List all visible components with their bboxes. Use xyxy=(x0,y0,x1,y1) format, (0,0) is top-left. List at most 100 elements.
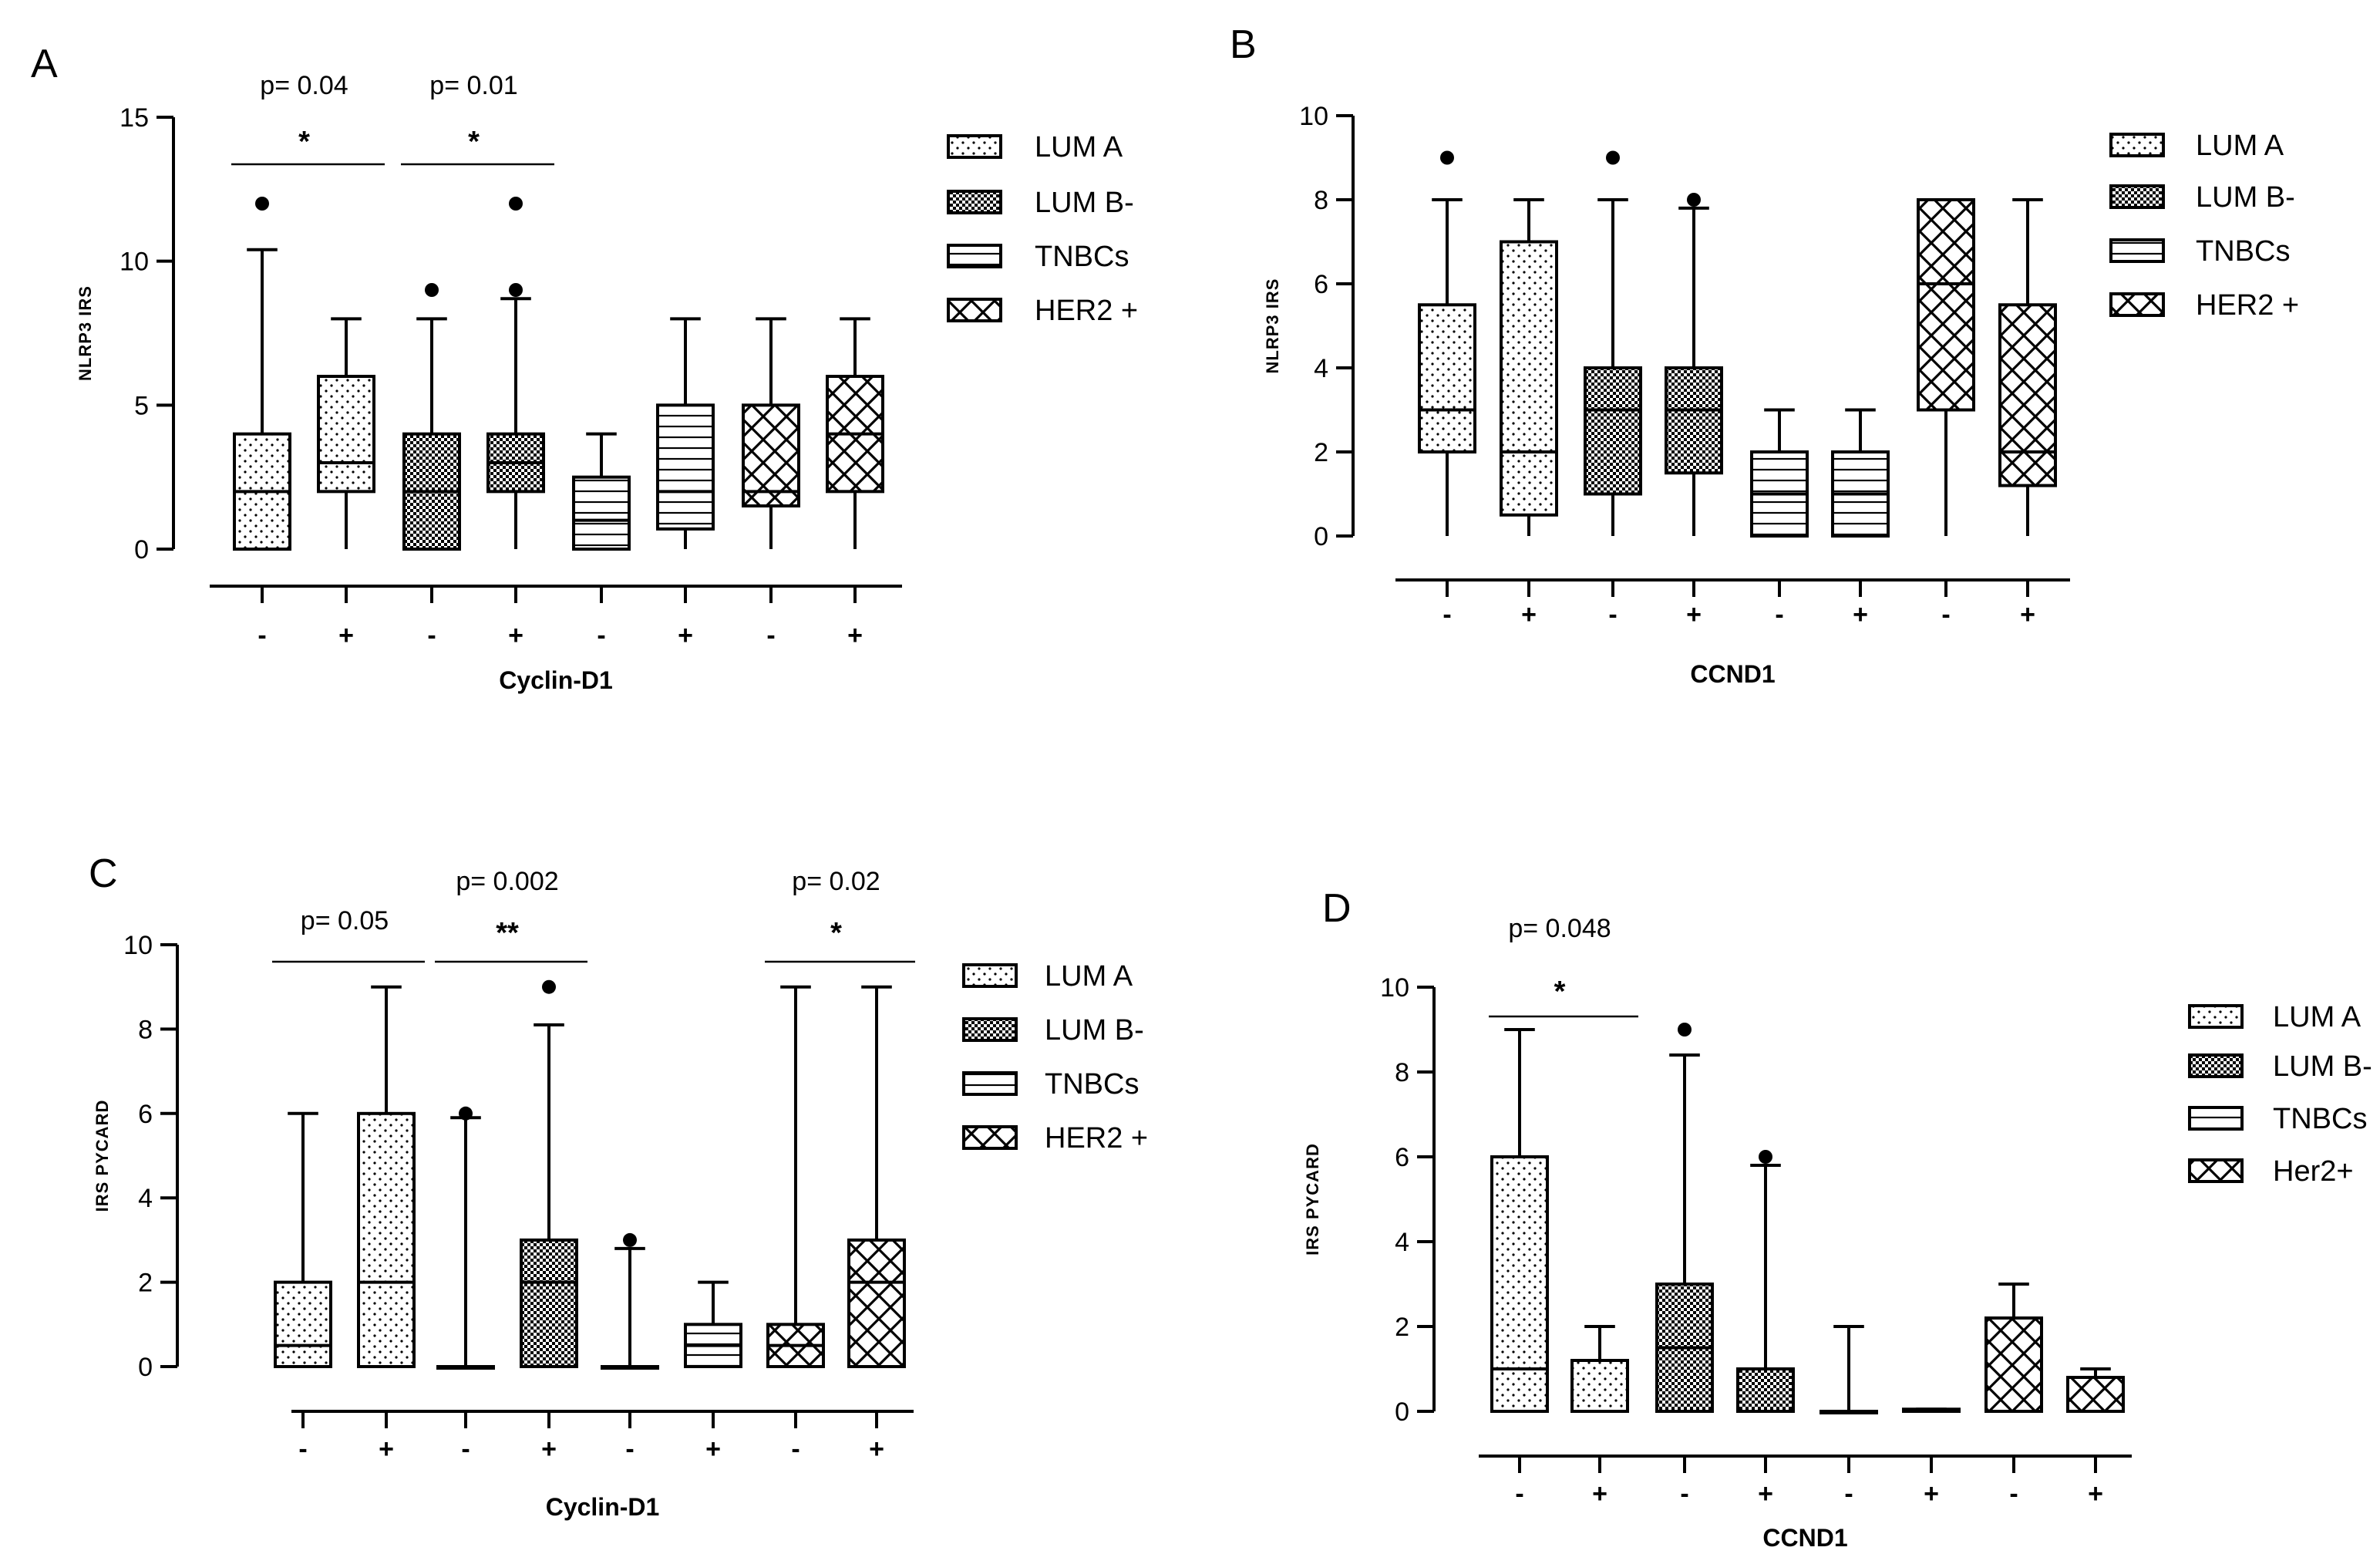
panel-c-x-tick-label: - xyxy=(298,1434,307,1464)
panel-a-outlier xyxy=(509,283,523,297)
panel-c-box-body xyxy=(847,1238,906,1369)
panel-d-legend-label: LUM A xyxy=(2273,1001,2361,1033)
panel-b-box xyxy=(1665,193,1723,536)
panel-c-box xyxy=(520,979,578,1369)
panel-a-p-value: p= 0.04 xyxy=(260,71,348,100)
panel-d-y-tick-label: 0 xyxy=(1395,1397,1409,1427)
panel-b-box-body xyxy=(1500,240,1558,517)
panel-b-legend-label: LUM A xyxy=(2196,130,2284,162)
panel-b-x-tick-label: + xyxy=(1521,600,1537,629)
panel-b-x-tick-label: - xyxy=(1941,600,1950,629)
panel-c-box xyxy=(766,985,825,1369)
panel-c-letter: C xyxy=(89,851,118,896)
panel-c-box xyxy=(847,985,906,1369)
panel-d-legend-swatch xyxy=(2188,1004,2244,1029)
panel-a-box xyxy=(233,197,291,551)
panel-d-legend-label: Her2+ xyxy=(2273,1155,2354,1188)
panel-b-legend-swatch xyxy=(2109,238,2165,263)
panel-c-outlier xyxy=(542,979,556,994)
panel-d-y-tick-label: 6 xyxy=(1395,1143,1409,1172)
panel-b-x-tick-label: - xyxy=(1442,600,1451,629)
panel-d-x-tick-label: + xyxy=(1758,1479,1773,1508)
panel-d-legend-label: TNBCs xyxy=(2273,1103,2367,1135)
panel-a-x-tick-label: + xyxy=(678,621,693,650)
panel-a-p-value: p= 0.01 xyxy=(429,71,517,100)
panel-b-y-tick-label: 0 xyxy=(1314,522,1328,551)
panel-d-p-value: p= 0.048 xyxy=(1508,914,1611,943)
panel-b-y-tick-label: 2 xyxy=(1314,438,1328,467)
panel-b-box xyxy=(1917,198,1975,536)
panel-d-box-body xyxy=(1984,1316,2043,1413)
panel-d-legend-swatch xyxy=(2188,1158,2244,1183)
panel-d-box-body xyxy=(1570,1359,1629,1413)
panel-a-y-tick-label: 5 xyxy=(134,391,149,420)
panel-b-x-tick-label: + xyxy=(1853,600,1868,629)
panel-c-x-tick-label: + xyxy=(541,1434,557,1464)
panel-c-y-tick-label: 4 xyxy=(138,1184,153,1213)
panel-b-legend-swatch xyxy=(2109,133,2165,157)
panel-a-x-tick-label: - xyxy=(427,621,436,650)
panel-a-legend-swatch xyxy=(947,244,1002,268)
panel-c-box-body xyxy=(357,1111,416,1369)
panel-b-legend-swatch xyxy=(2109,292,2165,317)
panel-d: D 0 2 4 6 8 10 IRS PYCARD - + - + - + - + CCND1 p= 0.048 *… xyxy=(1303,886,2372,1552)
panel-a-legend-swatch xyxy=(947,298,1002,322)
panel-a-legend-swatch xyxy=(947,190,1002,214)
panel-d-significance-stars: * xyxy=(1554,976,1566,1008)
panel-d-outlier xyxy=(1678,1023,1692,1037)
panel-c-y-tick-label: 8 xyxy=(138,1015,153,1044)
panel-c-box xyxy=(601,1232,659,1370)
panel-a-box xyxy=(402,283,461,551)
panel-d-box xyxy=(1902,1407,1961,1413)
panel-c-legend-swatch xyxy=(962,963,1018,988)
panel-b-outlier xyxy=(1440,150,1454,165)
panel-b-outlier xyxy=(1687,193,1701,207)
panel-c-legend-label: LUM B- xyxy=(1045,1014,1144,1047)
panel-b-x-tick-label: - xyxy=(1608,600,1617,629)
panel-b-box xyxy=(1998,198,2057,536)
panel-d-x-tick-label: - xyxy=(1680,1479,1688,1508)
panel-c-x-tick-label: + xyxy=(869,1434,884,1464)
panel-c-x-tick-label: + xyxy=(379,1434,394,1464)
panel-c-box-body xyxy=(274,1280,332,1368)
panel-d-letter: D xyxy=(1322,886,1352,931)
panel-d-x-tick-label: - xyxy=(2009,1479,2018,1508)
panel-b-x-tick-label: + xyxy=(1686,600,1702,629)
panel-b-box-body xyxy=(1917,198,1975,412)
panel-a-box xyxy=(572,432,631,551)
panel-c-legend: LUM A LUM B- TNBCs HER2 + xyxy=(962,960,1148,1155)
panel-b-legend-label: LUM B- xyxy=(2196,181,2295,214)
panel-b-x-tick-label: + xyxy=(2020,600,2035,629)
panel-d-box xyxy=(1570,1325,1629,1413)
panel-b-y-tick-label: 6 xyxy=(1314,270,1328,299)
panel-d-legend: LUM A LUM B- TNBCs Her2+ xyxy=(2188,1001,2372,1188)
panel-a-x-tick-label: + xyxy=(847,621,863,650)
panel-d-y-tick-label: 8 xyxy=(1395,1058,1409,1087)
panel-c-legend-swatch xyxy=(962,1071,1018,1096)
panel-b-y-axis-label: NLRP3 IRS xyxy=(1263,278,1282,374)
panel-d-y-axis-label: IRS PYCARD xyxy=(1303,1143,1322,1256)
panel-c-significance-stars: ** xyxy=(496,917,519,949)
panel-a-significance-stars: * xyxy=(468,126,480,158)
panel-d-box xyxy=(1655,1023,1714,1413)
panel-a: A 0 5 10 15 NLRP3 IRS - + - + - + - + Cyclin-D1 p= 0.04… xyxy=(31,42,1138,694)
panel-b-box xyxy=(1500,198,1558,536)
panel-a-legend-label: HER2 + xyxy=(1035,295,1138,327)
panel-b-box xyxy=(1831,408,1890,538)
panel-a-box xyxy=(317,317,375,549)
panel-b-x-tick-label: - xyxy=(1775,600,1783,629)
panel-c-legend-label: TNBCs xyxy=(1045,1068,1139,1101)
panel-c-p-value: p= 0.05 xyxy=(301,906,389,935)
panel-b-box-body xyxy=(1418,303,1476,453)
panel-b-x-axis-label: CCND1 xyxy=(1690,660,1775,688)
panel-b-legend-label: HER2 + xyxy=(2196,289,2299,322)
panel-a-box-body xyxy=(656,403,715,531)
panel-a-y-tick-label: 10 xyxy=(120,248,149,277)
panel-c-x-axis-label: Cyclin-D1 xyxy=(546,1493,660,1521)
panel-a-y-tick-label: 0 xyxy=(134,535,149,565)
panel-c-box xyxy=(436,1106,495,1370)
panel-a-y-axis-label: NLRP3 IRS xyxy=(76,285,95,381)
panel-a-y-tick-label: 15 xyxy=(120,103,149,133)
panel-b-y-tick-label: 4 xyxy=(1314,354,1328,383)
panel-d-legend-swatch xyxy=(2188,1053,2244,1078)
